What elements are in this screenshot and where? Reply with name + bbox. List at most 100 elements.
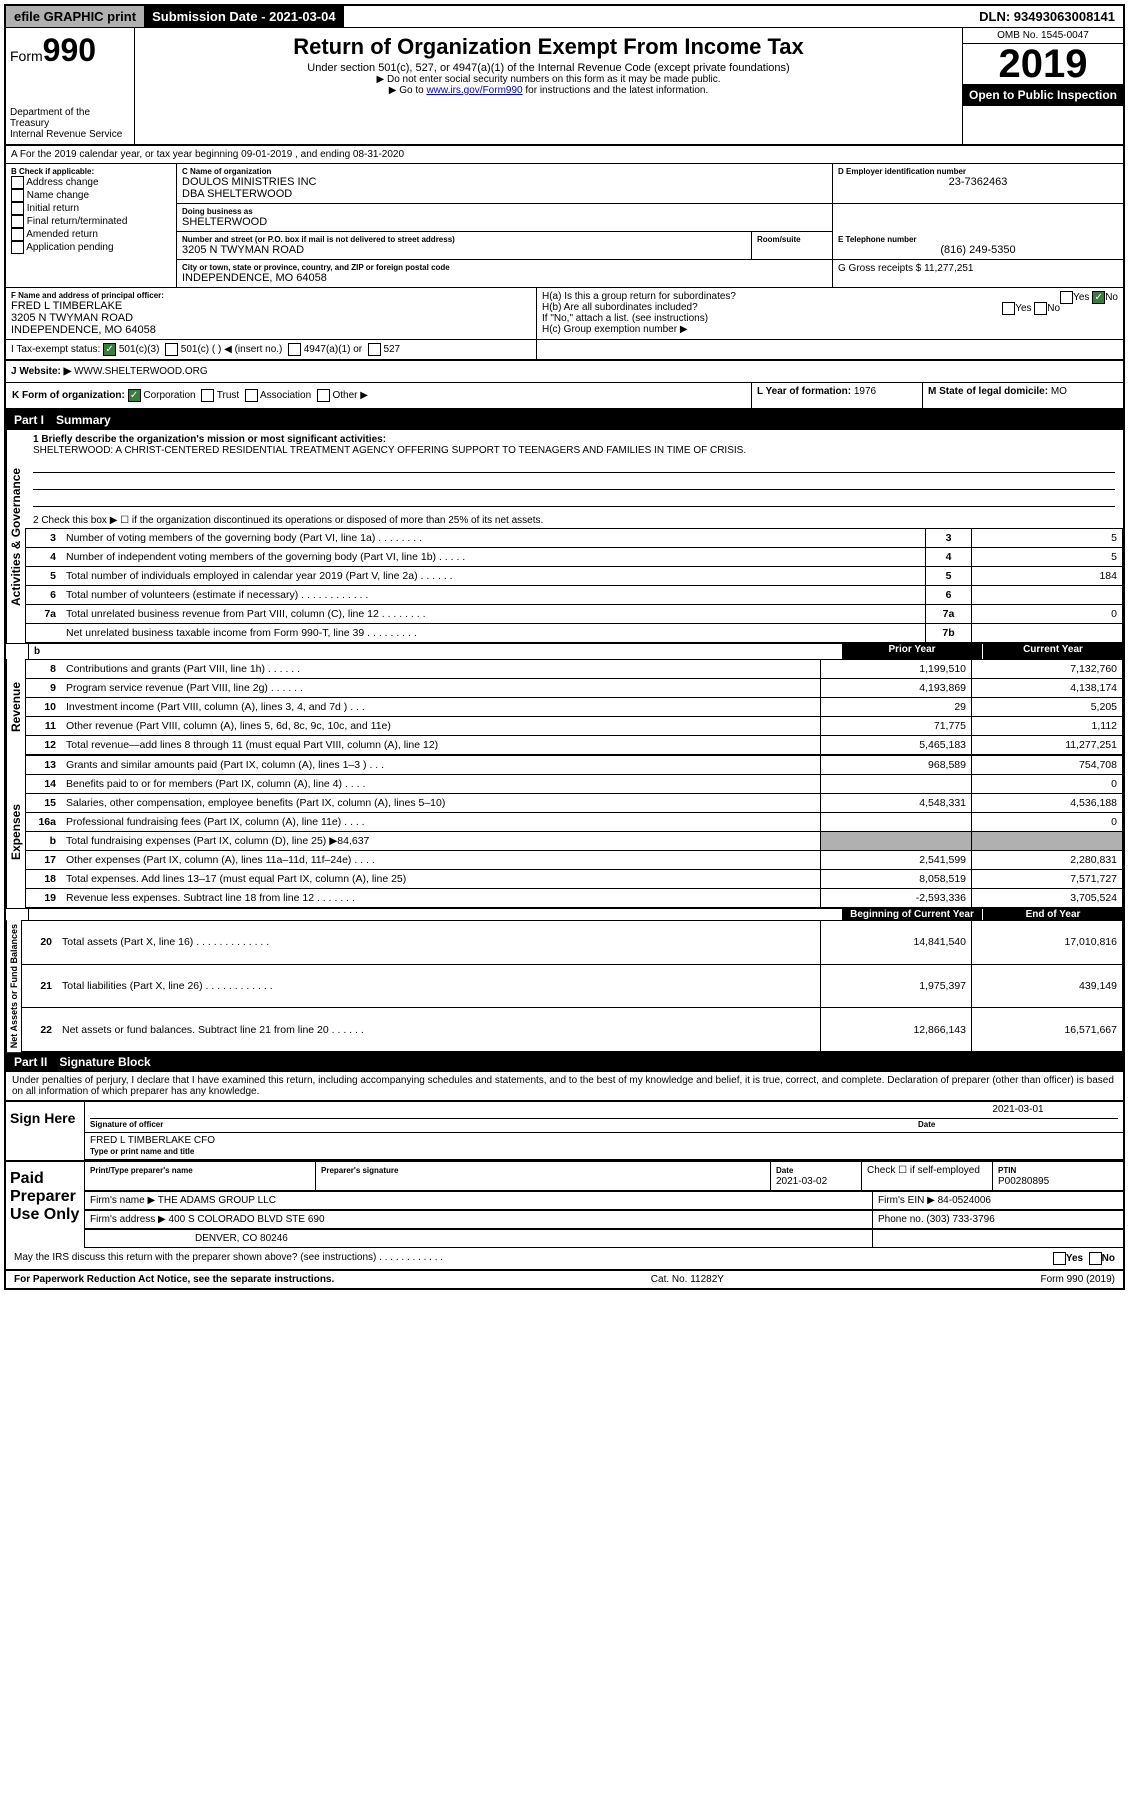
sign-here-block: Sign Here Signature of officer 2021-03-0… (6, 1100, 1123, 1160)
opt-amended[interactable]: Amended return (11, 228, 171, 241)
dba-label: Doing business as (182, 207, 827, 216)
box-m-label: M State of legal domicile: (928, 386, 1048, 397)
expenses-table: 13Grants and similar amounts paid (Part … (25, 755, 1123, 908)
table-row: 9Program service revenue (Part VIII, lin… (26, 679, 1123, 698)
org-dba: DBA SHELTERWOOD (182, 188, 827, 200)
officer-addr: 3205 N TWYMAN ROAD (11, 312, 531, 324)
table-row: 10Investment income (Part VIII, column (… (26, 698, 1123, 717)
efile-badge[interactable]: efile GRAPHIC print (6, 6, 144, 27)
table-row: 6Total number of volunteers (estimate if… (26, 586, 1123, 605)
part-2-header: Part II Signature Block (6, 1052, 1123, 1072)
city-state-zip: INDEPENDENCE, MO 64058 (182, 272, 827, 284)
submission-date: Submission Date - 2021-03-04 (144, 6, 344, 27)
501c3-check[interactable]: ✓ (103, 343, 116, 356)
table-row: 12Total revenue—add lines 8 through 11 (… (26, 736, 1123, 755)
city-label: City or town, state or province, country… (182, 263, 827, 272)
public-inspection: Open to Public Inspection (963, 84, 1123, 106)
ssn-warning: ▶ Do not enter social security numbers o… (145, 74, 952, 85)
box-d-label: D Employer identification number (838, 167, 1118, 176)
date-label: Date (918, 1120, 935, 1129)
table-row: 3Number of voting members of the governi… (26, 529, 1123, 548)
opt-name-change[interactable]: Name change (11, 189, 171, 202)
box-l-label: L Year of formation: (757, 386, 851, 397)
addr-label: Number and street (or P.O. box if mail i… (182, 235, 746, 244)
h-a: H(a) Is this a group return for subordin… (542, 291, 1118, 302)
corp-check[interactable]: ✓ (128, 389, 141, 402)
officer-name: FRED L TIMBERLAKE (11, 300, 531, 312)
opt-app-pending[interactable]: Application pending (11, 241, 171, 254)
ptin: P00280895 (998, 1176, 1049, 1187)
part-1-header: Part I Summary (6, 410, 1123, 430)
hdr-current: Current Year (982, 644, 1123, 659)
line1-label: 1 Briefly describe the organization's mi… (33, 434, 1115, 445)
table-row: 11Other revenue (Part VIII, column (A), … (26, 717, 1123, 736)
hdr-prior: Prior Year (842, 644, 982, 659)
street-addr: 3205 N TWYMAN ROAD (182, 244, 746, 256)
h-b: H(b) Are all subordinates included? Yes … (542, 302, 1118, 313)
gross-receipts: 11,277,251 (924, 263, 973, 274)
opt-final-return[interactable]: Final return/terminated (11, 215, 171, 228)
form-number: Form990 (10, 32, 130, 69)
org-name: DOULOS MINISTRIES INC (182, 176, 827, 188)
netassets-table: 20Total assets (Part X, line 16) . . . .… (21, 920, 1123, 1052)
governance-table: 3Number of voting members of the governi… (25, 528, 1123, 643)
side-expenses: Expenses (6, 755, 25, 908)
footer-left: For Paperwork Reduction Act Notice, see … (14, 1274, 334, 1285)
discuss-question: May the IRS discuss this return with the… (14, 1252, 1053, 1265)
table-row: 17Other expenses (Part IX, column (A), l… (26, 851, 1123, 870)
ha-no-check[interactable]: ✓ (1092, 291, 1105, 304)
footer-mid: Cat. No. 11282Y (651, 1274, 724, 1285)
ein: 23-7362463 (838, 176, 1118, 188)
footer-right: Form 990 (2019) (1041, 1274, 1115, 1285)
box-i-label: I Tax-exempt status: (11, 344, 100, 355)
table-row: 7aTotal unrelated business revenue from … (26, 605, 1123, 624)
form-title: Return of Organization Exempt From Incom… (145, 34, 952, 60)
opt-address-change[interactable]: Address change (11, 176, 171, 189)
sig-officer-label: Signature of officer (90, 1120, 163, 1129)
revenue-table: 8Contributions and grants (Part VIII, li… (25, 659, 1123, 755)
instructions-link-line: ▶ Go to www.irs.gov/Form990 for instruct… (145, 85, 952, 96)
side-netassets: Net Assets or Fund Balances (6, 920, 21, 1052)
dba-val: SHELTERWOOD (182, 216, 827, 228)
room-label: Room/suite (757, 235, 827, 244)
h-c: H(c) Group exemption number ▶ (542, 324, 1118, 335)
officer-city: INDEPENDENCE, MO 64058 (11, 324, 531, 336)
side-activities: Activities & Governance (6, 430, 25, 643)
dept-treasury: Department of the Treasury (10, 107, 130, 129)
side-revenue: Revenue (6, 659, 25, 755)
top-bar: efile GRAPHIC print Submission Date - 20… (6, 6, 1123, 28)
box-b-label: B Check if applicable: (11, 167, 171, 176)
line2: 2 Check this box ▶ ☐ if the organization… (25, 513, 1123, 528)
dln: DLN: 93493063008141 (971, 6, 1123, 27)
header-row: Form990 Department of the Treasury Inter… (6, 28, 1123, 146)
box-e-label: E Telephone number (838, 235, 1118, 244)
box-f-label: F Name and address of principal officer: (11, 291, 531, 300)
table-row: 20Total assets (Part X, line 16) . . . .… (22, 921, 1123, 965)
officer-printed: FRED L TIMBERLAKE CFO (90, 1135, 1118, 1146)
form-subtitle: Under section 501(c), 527, or 4947(a)(1)… (145, 62, 952, 74)
firm-addr: 400 S COLORADO BLVD STE 690 (169, 1214, 325, 1225)
table-row: bTotal fundraising expenses (Part IX, co… (26, 832, 1123, 851)
opt-initial-return[interactable]: Initial return (11, 202, 171, 215)
firm-ein: 84-0524006 (938, 1195, 991, 1206)
paid-label: Paid Preparer Use Only (6, 1162, 85, 1248)
website: WWW.SHELTERWOOD.ORG (74, 366, 208, 377)
table-row: 15Salaries, other compensation, employee… (26, 794, 1123, 813)
table-row: 8Contributions and grants (Part VIII, li… (26, 660, 1123, 679)
tax-year: 2019 (963, 44, 1123, 84)
irs-label: Internal Revenue Service (10, 129, 130, 140)
table-row: 4Number of independent voting members of… (26, 548, 1123, 567)
table-row: 19Revenue less expenses. Subtract line 1… (26, 889, 1123, 908)
table-row: 22Net assets or fund balances. Subtract … (22, 1008, 1123, 1052)
table-row: 16aProfessional fundraising fees (Part I… (26, 813, 1123, 832)
form-990-page: efile GRAPHIC print Submission Date - 20… (4, 4, 1125, 1290)
irs-link[interactable]: www.irs.gov/Form990 (426, 85, 522, 96)
box-g-label: G Gross receipts $ (838, 263, 921, 274)
sign-here-label: Sign Here (6, 1102, 85, 1160)
table-row: 21Total liabilities (Part X, line 26) . … (22, 964, 1123, 1008)
footer: For Paperwork Reduction Act Notice, see … (6, 1270, 1123, 1288)
box-j: J Website: ▶ WWW.SHELTERWOOD.ORG (6, 361, 213, 382)
paid-preparer-block: Paid Preparer Use Only Print/Type prepar… (6, 1160, 1123, 1248)
box-k-label: K Form of organization: (12, 390, 125, 401)
firm-name: THE ADAMS GROUP LLC (158, 1195, 276, 1206)
